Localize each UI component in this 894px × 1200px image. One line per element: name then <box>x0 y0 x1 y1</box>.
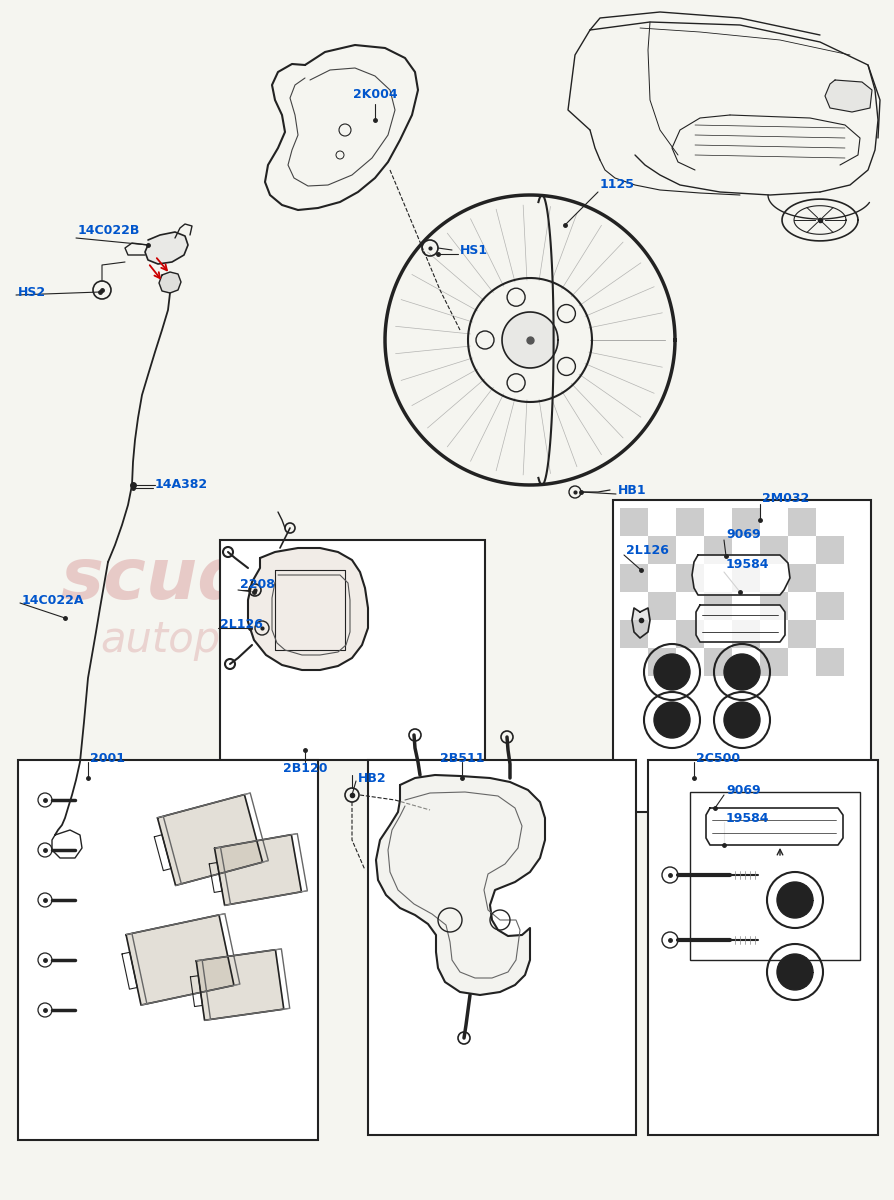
Bar <box>704 536 732 564</box>
Bar <box>704 592 732 620</box>
Polygon shape <box>196 949 283 1020</box>
Bar <box>620 564 648 592</box>
Text: HB2: HB2 <box>358 772 386 785</box>
Text: 1125: 1125 <box>600 179 635 192</box>
Text: 19584: 19584 <box>726 811 770 824</box>
Text: 2L126: 2L126 <box>626 544 669 557</box>
Polygon shape <box>825 80 872 112</box>
Bar <box>676 564 704 592</box>
Bar <box>648 760 878 1135</box>
Circle shape <box>724 702 760 738</box>
Polygon shape <box>215 835 301 905</box>
Bar <box>788 564 816 592</box>
Polygon shape <box>157 794 263 886</box>
Bar <box>220 540 485 760</box>
Bar <box>676 620 704 648</box>
Circle shape <box>654 702 690 738</box>
Text: 2B120: 2B120 <box>283 762 327 774</box>
Text: 2208: 2208 <box>240 578 274 592</box>
Bar <box>732 564 760 592</box>
Bar <box>760 592 788 620</box>
Polygon shape <box>126 914 234 1006</box>
Text: 19584: 19584 <box>726 558 770 571</box>
Circle shape <box>777 954 813 990</box>
Bar <box>620 508 648 536</box>
Bar <box>368 760 636 1135</box>
Bar <box>704 648 732 676</box>
Bar <box>760 648 788 676</box>
Bar <box>816 592 844 620</box>
Circle shape <box>654 654 690 690</box>
Polygon shape <box>706 808 843 845</box>
Text: 14C022A: 14C022A <box>22 594 85 606</box>
Text: scuderia: scuderia <box>60 546 407 614</box>
Circle shape <box>777 882 813 918</box>
Polygon shape <box>145 232 188 264</box>
Polygon shape <box>692 554 790 595</box>
Bar <box>676 508 704 536</box>
Bar <box>816 648 844 676</box>
Bar <box>690 792 860 960</box>
Text: 2B511: 2B511 <box>440 751 485 764</box>
Bar <box>648 536 676 564</box>
Polygon shape <box>248 548 368 670</box>
Polygon shape <box>376 775 545 995</box>
Bar <box>788 508 816 536</box>
Polygon shape <box>159 272 181 293</box>
Polygon shape <box>696 605 785 642</box>
Bar <box>816 536 844 564</box>
Text: 2M032: 2M032 <box>762 492 809 504</box>
Bar <box>620 620 648 648</box>
Bar <box>613 500 871 812</box>
Bar <box>648 648 676 676</box>
Polygon shape <box>632 608 650 638</box>
Text: HS2: HS2 <box>18 286 46 299</box>
Bar <box>760 536 788 564</box>
Text: 2C500: 2C500 <box>696 751 740 764</box>
Text: autoparts: autoparts <box>100 619 300 661</box>
Text: 14C022B: 14C022B <box>78 223 140 236</box>
Bar <box>788 620 816 648</box>
Text: HS1: HS1 <box>460 244 488 257</box>
Text: 2L126: 2L126 <box>220 618 263 631</box>
Bar <box>732 508 760 536</box>
Text: 14A382: 14A382 <box>155 479 208 492</box>
Bar <box>648 592 676 620</box>
Bar <box>732 620 760 648</box>
Text: 2K004: 2K004 <box>353 89 397 102</box>
Text: 2001: 2001 <box>90 751 125 764</box>
Text: 9069: 9069 <box>726 784 761 797</box>
Bar <box>18 760 318 1140</box>
Circle shape <box>724 654 760 690</box>
Text: HB1: HB1 <box>618 484 646 497</box>
Text: 9069: 9069 <box>726 528 761 540</box>
Polygon shape <box>502 312 558 368</box>
